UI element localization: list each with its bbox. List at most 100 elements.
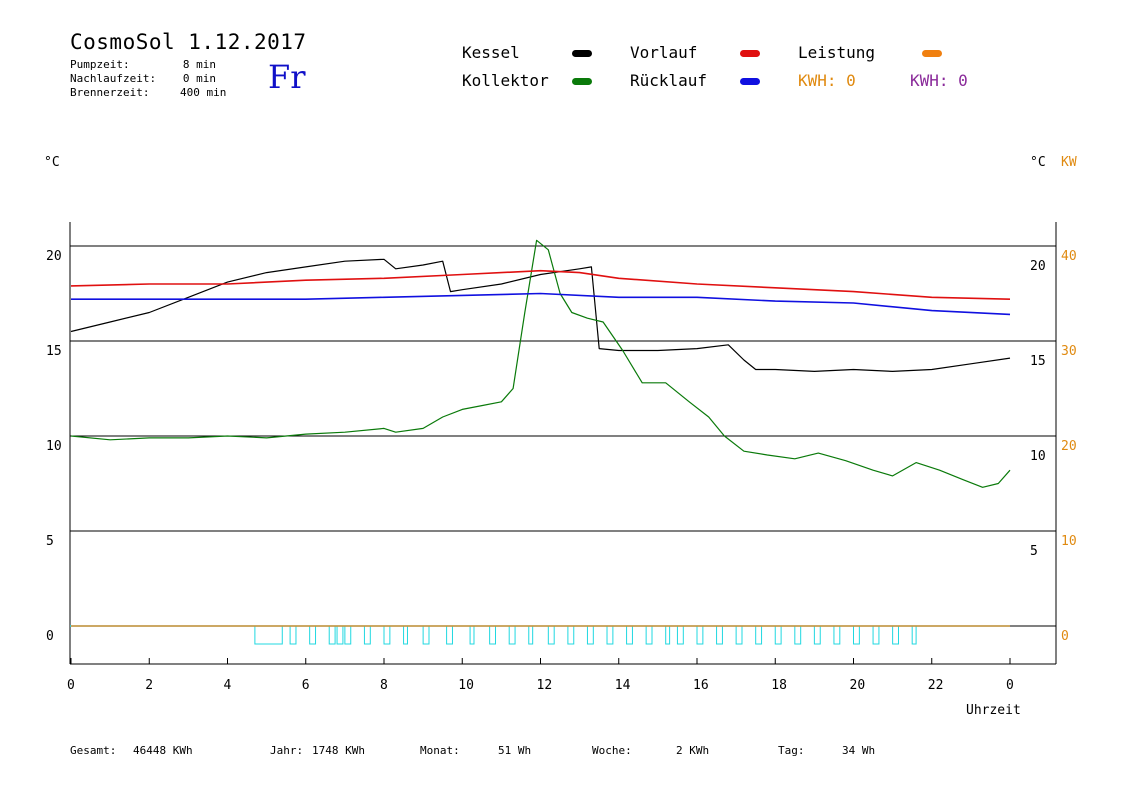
- pump-pulse: [755, 625, 763, 645]
- pumpzeit-row: Pumpzeit: 8 min: [70, 58, 216, 71]
- footer-jahr-value: 1748 KWh: [312, 744, 365, 757]
- x-tick-label: 14: [615, 678, 631, 693]
- y-tick-label-right-kw: 30: [1061, 344, 1077, 359]
- pump-pulse: [676, 625, 684, 645]
- pump-pulse: [547, 625, 555, 645]
- x-tick-label: 8: [380, 678, 388, 693]
- pump-pulse: [774, 625, 782, 645]
- pump-pulse: [606, 625, 614, 645]
- x-tick-label: 2: [145, 678, 153, 693]
- nachlaufzeit-row: Nachlaufzeit: 0 min: [70, 72, 216, 85]
- pump-pulse: [853, 625, 860, 645]
- pump-pulse: [489, 625, 497, 645]
- pump-pulse: [254, 625, 283, 645]
- brennerzeit-label: Brennerzeit:: [70, 86, 150, 99]
- y-tick-label-right-c: 15: [1030, 354, 1046, 369]
- pump-pulse: [911, 625, 917, 645]
- legend-vorlauf-swatch: [740, 50, 760, 57]
- y-tick-label-right-c: 20: [1030, 259, 1046, 274]
- pump-pulse: [528, 625, 534, 645]
- legend-kollektor-label: Kollektor: [462, 71, 549, 90]
- footer-tag-value: 34 Wh: [842, 744, 876, 757]
- pump-pulse: [446, 625, 453, 645]
- pump-pulse: [328, 625, 336, 645]
- legend-kessel-swatch: [572, 50, 592, 57]
- pump-pulse: [309, 625, 317, 645]
- pump-pulse: [892, 625, 899, 645]
- y-tick-label-right-c: 10: [1030, 449, 1046, 464]
- footer-monat-label: Monat:: [420, 744, 460, 757]
- legend-leistung-swatch: [922, 50, 942, 57]
- nachlaufzeit-value: 0 min: [182, 72, 216, 85]
- pump-pulse: [813, 625, 821, 645]
- footer-monat-value: 51 Wh: [498, 744, 532, 757]
- legend-kwh-1: KWH: 0: [798, 71, 856, 90]
- x-tick-label: 10: [458, 678, 474, 693]
- x-tick-label: 16: [693, 678, 709, 693]
- x-tick-label: 20: [850, 678, 866, 693]
- legend-ruecklauf-swatch: [740, 78, 760, 85]
- x-tick-label: 6: [302, 678, 310, 693]
- series-line-vorlauf: [70, 269, 1011, 300]
- y-tick-label-right-kw: 40: [1061, 249, 1077, 264]
- legend-ruecklauf-label: Rücklauf: [630, 71, 708, 90]
- y-tick-label-left: 15: [46, 344, 62, 359]
- pumpzeit-value: 8 min: [182, 58, 216, 71]
- pump-pulse: [336, 625, 344, 645]
- legend-leistung-label: Leistung: [798, 43, 876, 62]
- x-tick-label: 12: [537, 678, 553, 693]
- x-tick-label: 0: [67, 678, 75, 693]
- pump-pulse: [872, 625, 880, 645]
- footer-gesamt-value: 46448 KWh: [133, 744, 193, 757]
- footer-tag-label: Tag:: [778, 744, 805, 757]
- x-tick-label: 22: [928, 678, 944, 693]
- y-tick-label-right-c: 5: [1030, 544, 1038, 559]
- pumpzeit-label: Pumpzeit:: [70, 58, 130, 71]
- x-tick-label: 18: [771, 678, 787, 693]
- y-tick-label-right-kw: 20: [1061, 439, 1077, 454]
- y-tick-label-left: 10: [46, 439, 62, 454]
- legend-kessel-label: Kessel: [462, 43, 520, 62]
- pump-pulse: [383, 625, 391, 645]
- pump-pulse: [469, 625, 475, 645]
- pump-pulse: [508, 625, 516, 645]
- pump-pulse: [833, 625, 841, 645]
- legend-kollektor-swatch: [572, 78, 592, 85]
- chart-title: CosmoSol 1.12.2017: [70, 30, 307, 54]
- footer-woche-value: 2 KWh: [676, 744, 710, 757]
- pump-pulse: [289, 625, 297, 645]
- left-axis-unit: °C: [44, 155, 60, 170]
- x-axis-title: Uhrzeit: [966, 703, 1021, 718]
- legend-kwh-2: KWH: 0: [910, 71, 968, 90]
- x-tick-label: 4: [224, 678, 232, 693]
- footer-gesamt-label: Gesamt:: [70, 744, 117, 757]
- pump-pulse: [626, 625, 633, 645]
- y-tick-label-left: 20: [46, 249, 62, 264]
- pump-pulse: [794, 625, 802, 645]
- pump-pulse: [665, 625, 671, 645]
- pump-pulse: [567, 625, 575, 645]
- pump-pulse: [344, 625, 352, 645]
- pump-pulse: [422, 625, 430, 645]
- y-tick-label-right-kw: 10: [1061, 534, 1077, 549]
- pump-pulse: [645, 625, 653, 645]
- legend-vorlauf-label: Vorlauf: [630, 43, 698, 62]
- y-tick-label-right-kw: 0: [1061, 629, 1069, 644]
- series-line-kollektor: [70, 239, 1011, 488]
- series-line-kessel: [70, 258, 1011, 372]
- footer-jahr-label: Jahr:: [270, 744, 304, 757]
- nachlaufzeit-label: Nachlaufzeit:: [70, 72, 157, 85]
- brennerzeit-row: Brennerzeit: 400 min: [70, 86, 227, 99]
- x-tick-label: 0: [1006, 678, 1014, 693]
- y-tick-label-left: 0: [46, 629, 54, 644]
- right-axis-unit-kw: KW: [1061, 155, 1077, 170]
- pump-pulse: [403, 625, 408, 645]
- series-line-rcklauf: [71, 292, 1011, 316]
- pump-pulse: [716, 625, 723, 645]
- y-tick-label-left: 5: [46, 534, 54, 549]
- right-axis-unit-c: °C: [1030, 155, 1046, 170]
- pump-pulse: [586, 625, 594, 645]
- brennerzeit-value: 400 min: [180, 86, 227, 99]
- pump-pulse: [735, 625, 743, 645]
